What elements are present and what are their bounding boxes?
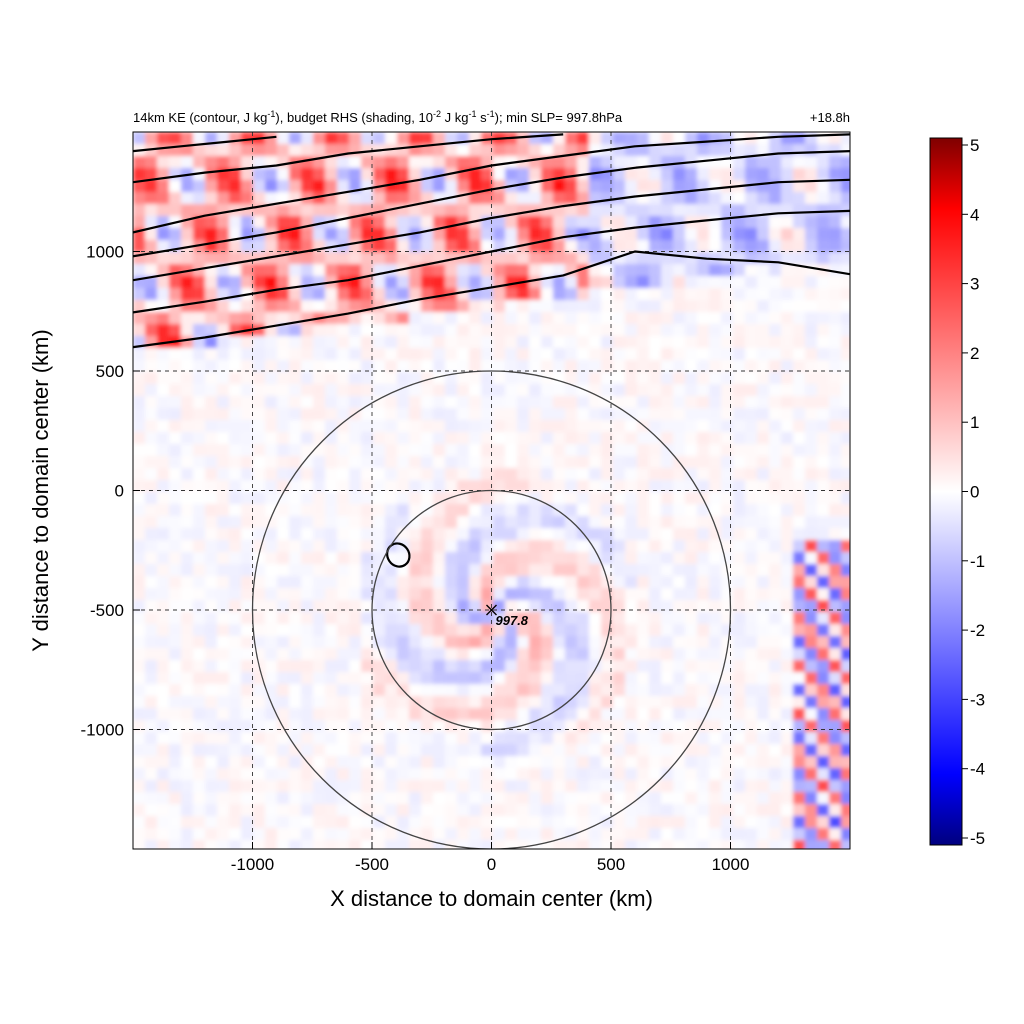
colorbar [929, 137, 963, 846]
min-slp-label: 997.8 [496, 613, 529, 628]
min-slp-marker: 997.8 [486, 604, 529, 628]
ke-contour-3 [133, 150, 850, 258]
y-tick-label: 1000 [86, 243, 124, 262]
y-tick-label: -500 [90, 601, 124, 620]
min-slp-x-mark [486, 604, 497, 616]
colorbar-tick-label: -5 [970, 829, 985, 848]
colorbar-tick-label: -3 [970, 690, 985, 709]
range-circles [251, 370, 732, 849]
colorbar-tick-label: -2 [970, 621, 985, 640]
range-circle-1 [251, 370, 732, 849]
x-tick-label: 500 [597, 855, 625, 874]
ke-contour-2 [133, 178, 850, 282]
range-circle-0 [371, 489, 612, 731]
y-tick-label: 0 [115, 482, 124, 501]
colorbar-ticks: 5 4 3 2 1 0 -1 -2 -3 -4 -5 [962, 136, 985, 848]
x-tick-label: 1000 [712, 855, 750, 874]
y-tick-label: 500 [96, 362, 124, 381]
colorbar-tick-label: 3 [970, 275, 979, 294]
x-tick-label: 0 [487, 855, 496, 874]
colorbar-tick-label: 4 [970, 205, 979, 224]
chart-title: 14km KE (contour, J kg-1), budget RHS (s… [133, 109, 623, 125]
chart-time-label: +18.8h [810, 110, 850, 125]
colorbar-tick-label: 5 [970, 136, 979, 155]
budget-shading [133, 132, 850, 849]
ke-contour-4 [133, 133, 850, 234]
plot-area: 997.8 [133, 132, 850, 849]
ke-contour-5 [133, 133, 564, 184]
ke-contours [133, 133, 850, 568]
y-axis-label: Y distance to domain center (km) [28, 329, 53, 651]
ke-contour-0 [133, 250, 850, 349]
x-tick-label: -1000 [231, 855, 274, 874]
ke-contour-1 [133, 209, 850, 314]
ke-contour-6 [133, 135, 277, 153]
x-axis-label: X distance to domain center (km) [330, 886, 653, 911]
colorbar-tick-label: -4 [970, 760, 985, 779]
x-ticks: -1000 -500 0 500 1000 [231, 842, 750, 874]
x-tick-label: -500 [355, 855, 389, 874]
colorbar-tick-label: -1 [970, 552, 985, 571]
y-tick-label: -1000 [81, 721, 124, 740]
y-ticks: 1000 500 0 -500 -1000 [81, 243, 140, 740]
colorbar-tick-label: 2 [970, 344, 979, 363]
colorbar-tick-label: 0 [970, 483, 979, 502]
colorbar-tick-label: 1 [970, 413, 979, 432]
